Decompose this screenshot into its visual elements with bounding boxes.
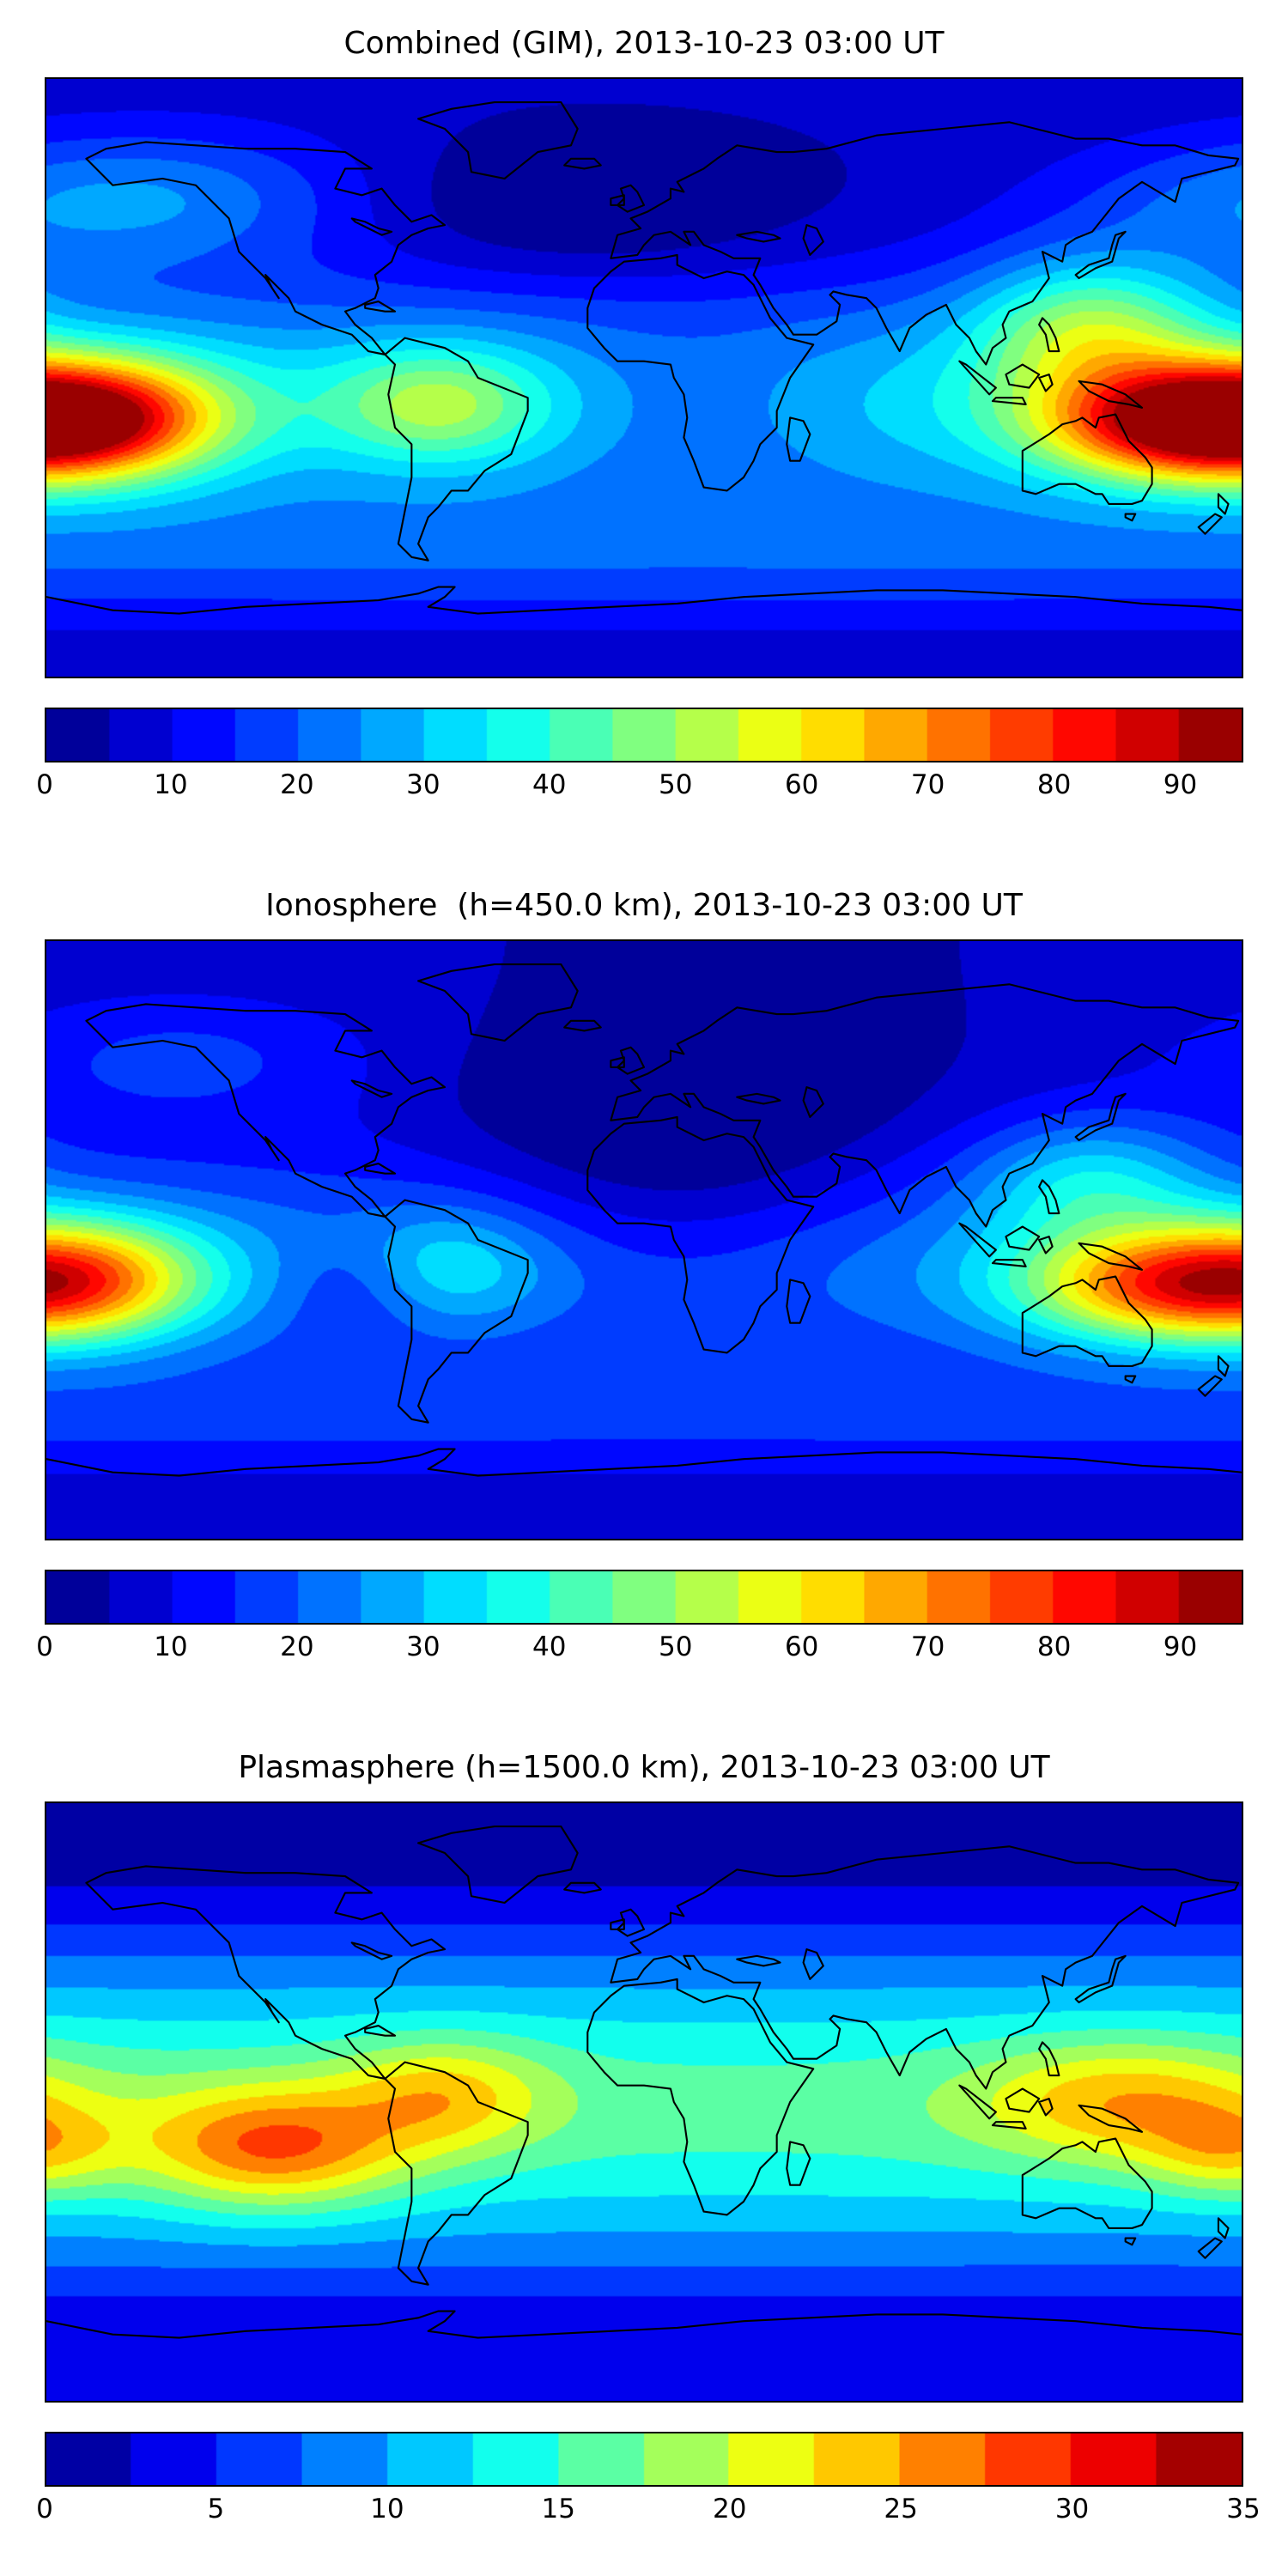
panel-title-ionosphere: Ionosphere (h=450.0 km), 2013-10-23 03:0…: [265, 888, 1023, 923]
colorbar-gradient-plasmasphere: [46, 2433, 1242, 2485]
colorbar-gradient-ionosphere: [46, 1571, 1242, 1623]
colorbar-tick-label: 90: [1163, 1631, 1198, 1662]
colorbar-tick-label: 10: [154, 769, 188, 800]
colorbar-tick-label: 40: [532, 769, 567, 800]
colorbar-tick-label: 10: [370, 2494, 404, 2524]
colorbar-tick-label: 30: [406, 769, 440, 800]
colorbar-tick-label: 25: [884, 2494, 918, 2524]
coastlines-icon: [46, 101, 1242, 615]
colorbar-tick-label: 60: [784, 1631, 819, 1662]
colorbar-tick-label: 20: [280, 1631, 314, 1662]
colorbar-tick-label: 50: [659, 1631, 693, 1662]
tec-field-ionosphere: [46, 941, 1242, 1539]
colorbar-tick-label: 80: [1036, 1631, 1072, 1662]
world-map-plasmasphere: [45, 1801, 1243, 2403]
tec-field-combined: [46, 79, 1242, 677]
colorbar-tick-labels-plasmasphere: 0 5 10 15 20 25 30 35: [36, 2487, 1261, 2531]
colorbar-tick-label: 10: [154, 1631, 188, 1662]
panel-title-combined: Combined (GIM), 2013-10-23 03:00 UT: [343, 26, 945, 61]
colorbar-tick-label: 20: [280, 769, 314, 800]
colorbar-tick-labels-combined: 0 10 20 30 40 50 60 70 80 90: [36, 762, 1243, 807]
world-map-ionosphere: [45, 939, 1243, 1540]
colorbar-tick-label: 0: [36, 2494, 53, 2524]
tec-field-plasmasphere: [46, 1803, 1242, 2401]
panel-plasmasphere: Plasmasphere (h=1500.0 km), 2013-10-23 0…: [36, 1748, 1261, 2531]
colorbar-tick-label: 50: [659, 769, 693, 800]
colorbar-tick-label: 0: [36, 1631, 53, 1662]
colorbar-plasmasphere: [45, 2432, 1243, 2487]
colorbar-ionosphere: [45, 1570, 1243, 1625]
colorbar-tick-label: 20: [712, 2494, 747, 2524]
colorbar-tick-label: 90: [1163, 769, 1198, 800]
colorbar-tick-label: 60: [784, 769, 819, 800]
colorbar-combined: [45, 708, 1243, 762]
colorbar-tick-label: 5: [207, 2494, 225, 2524]
panel-ionosphere: Ionosphere (h=450.0 km), 2013-10-23 03:0…: [36, 886, 1243, 1669]
colorbar-tick-label: 30: [406, 1631, 440, 1662]
colorbar-tick-label: 35: [1226, 2494, 1261, 2524]
colorbar-tick-label: 70: [910, 1631, 945, 1662]
coastlines-icon: [46, 963, 1242, 1477]
colorbar-gradient-combined: [46, 709, 1242, 761]
colorbar-tick-label: 80: [1036, 769, 1072, 800]
coastlines-icon: [46, 1826, 1242, 2339]
panel-title-plasmasphere: Plasmasphere (h=1500.0 km), 2013-10-23 0…: [238, 1750, 1050, 1785]
colorbar-tick-label: 40: [532, 1631, 567, 1662]
colorbar-tick-label: 70: [910, 769, 945, 800]
colorbar-tick-label: 30: [1054, 2494, 1090, 2524]
world-map-combined: [45, 77, 1243, 678]
panel-combined-gim: Combined (GIM), 2013-10-23 03:00 UT 0 10 2…: [36, 24, 1243, 807]
colorbar-tick-label: 15: [541, 2494, 576, 2524]
colorbar-tick-label: 0: [36, 769, 53, 800]
colorbar-tick-labels-ionosphere: 0 10 20 30 40 50 60 70 80 90: [36, 1625, 1243, 1669]
